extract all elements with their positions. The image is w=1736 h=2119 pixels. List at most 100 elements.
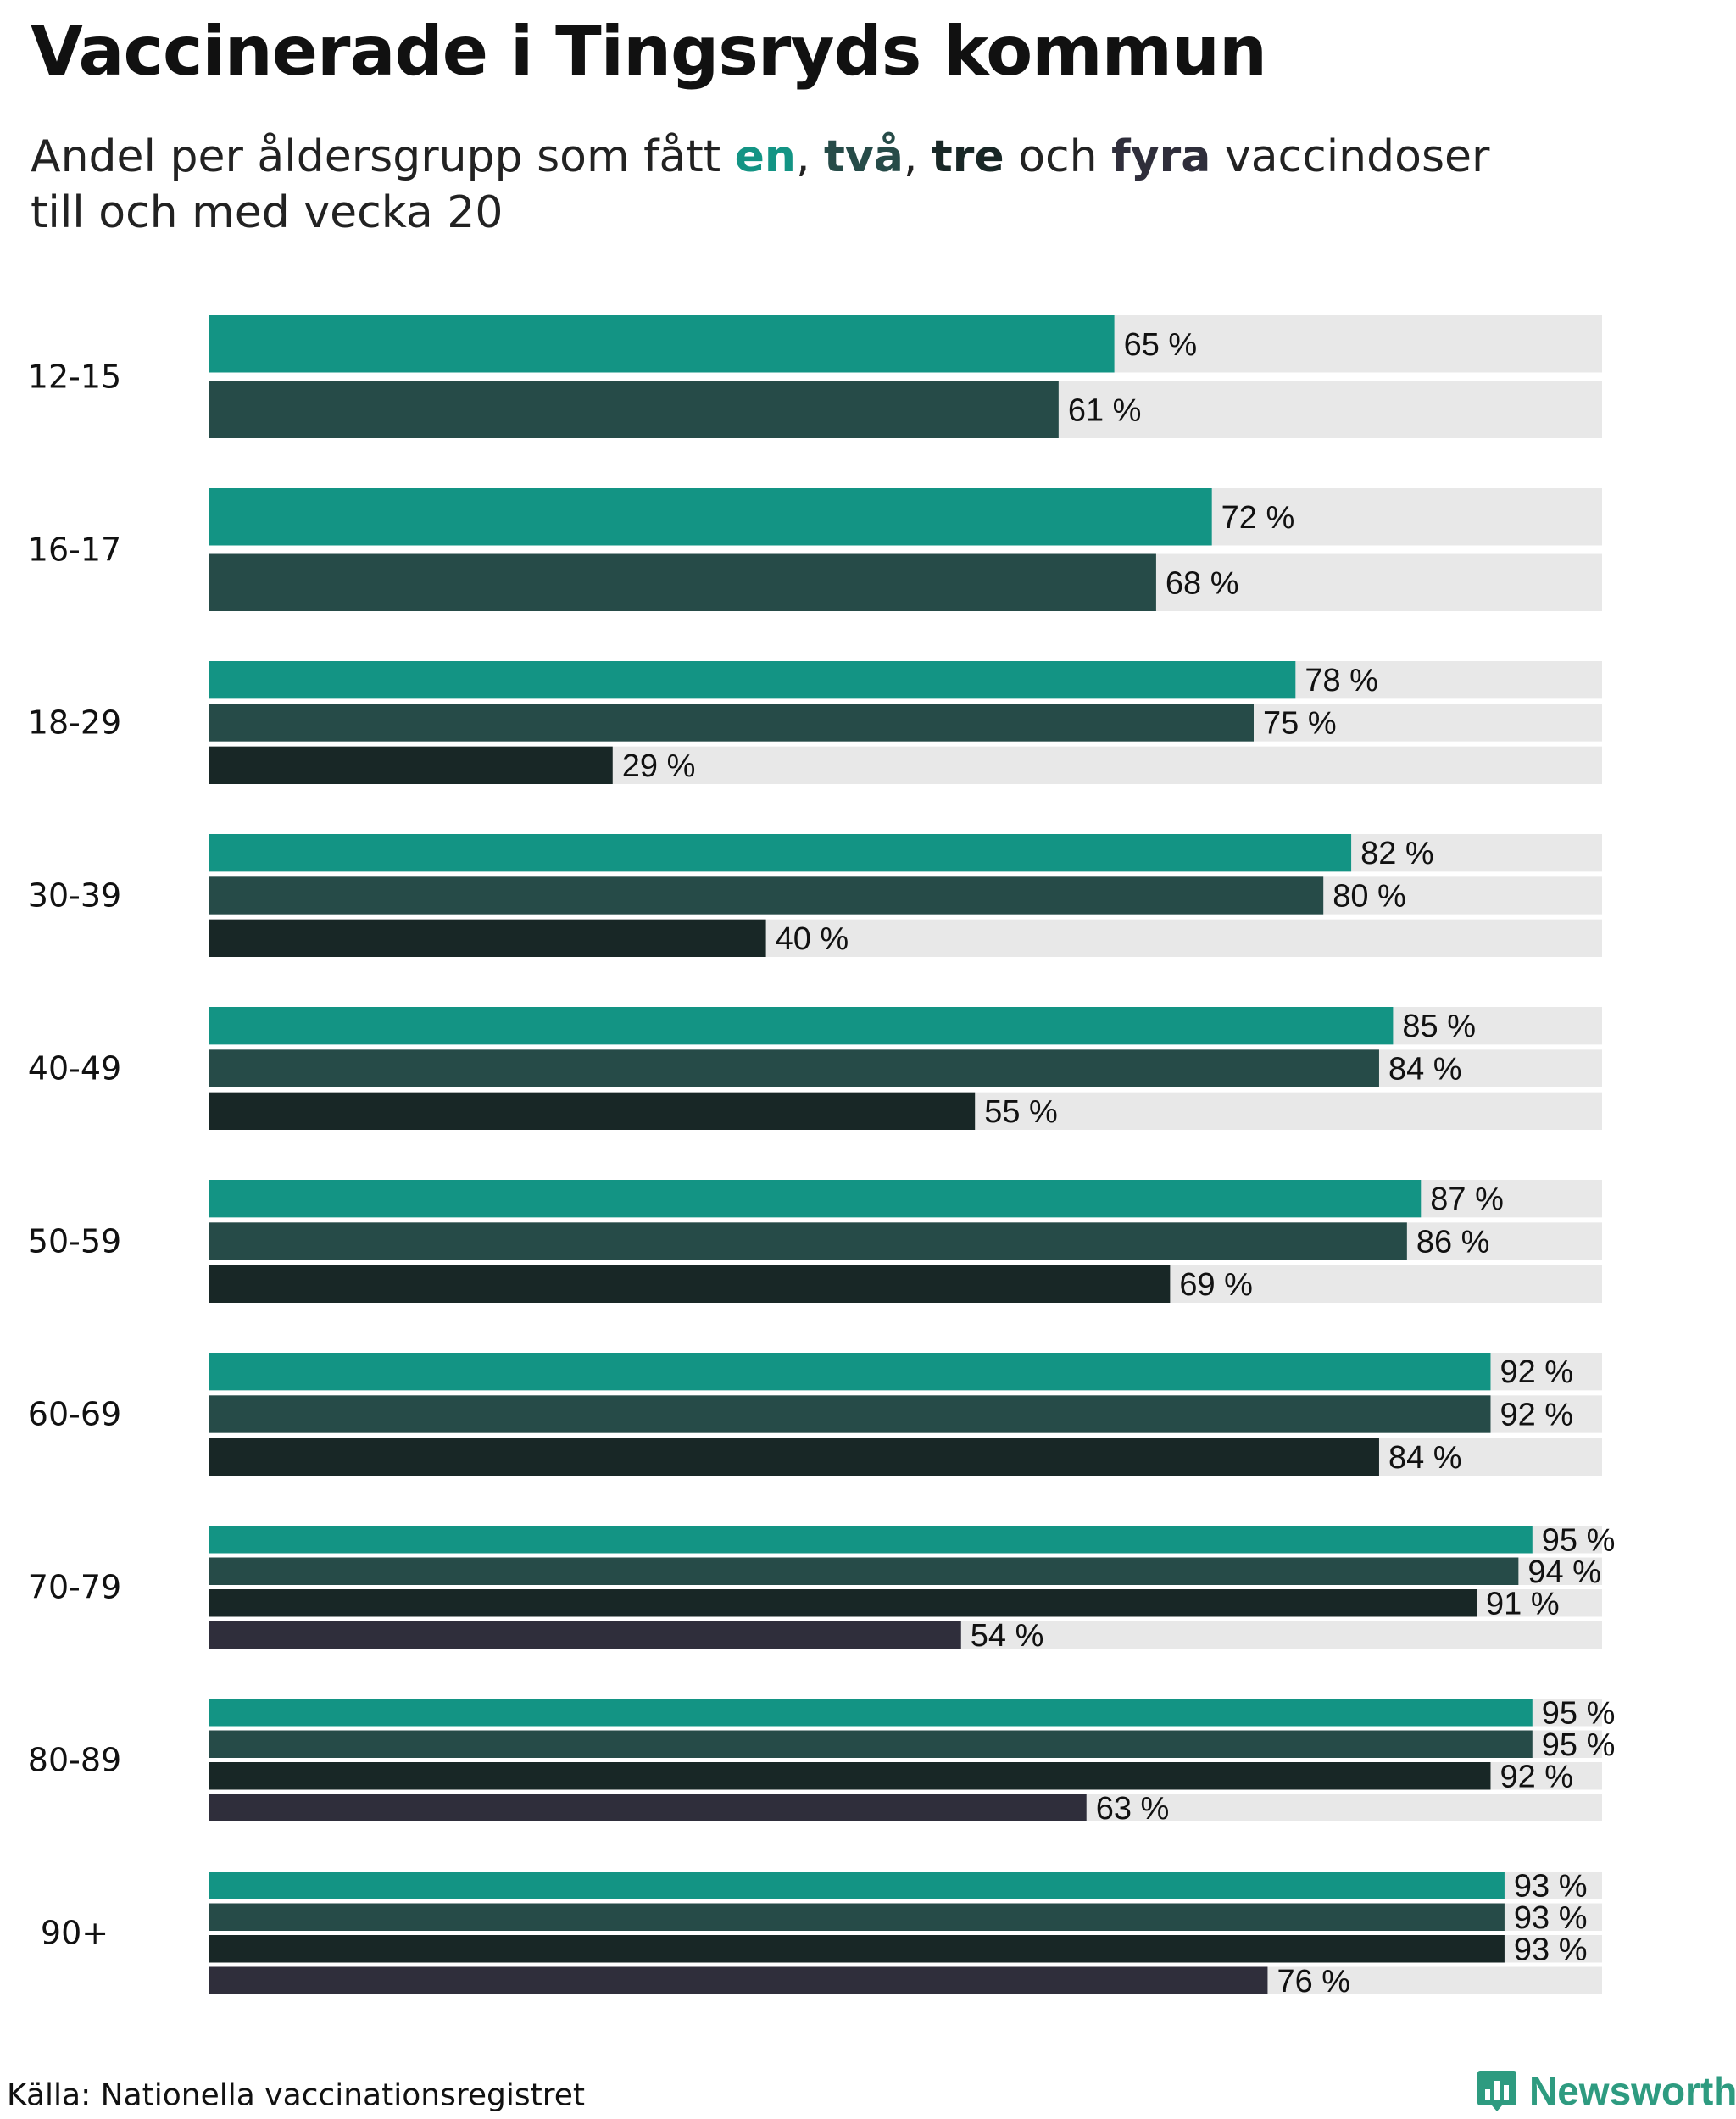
value-label: 93 % [1514, 1932, 1588, 1967]
bar-tre [209, 1092, 976, 1130]
value-label: 95 % [1542, 1522, 1616, 1558]
value-label: 92 % [1500, 1398, 1573, 1433]
category-label: 12-15 [28, 359, 121, 396]
category-label: 80-89 [28, 1742, 121, 1779]
bar-en [209, 1180, 1422, 1218]
bar-två [209, 1903, 1505, 1931]
bar-en [209, 488, 1212, 546]
bar-två [209, 1049, 1379, 1087]
bar-två [209, 876, 1324, 915]
legend-en: en [734, 131, 796, 182]
chart-title: Vaccinerade i Tingsryds kommun [31, 12, 1267, 91]
value-label: 72 % [1221, 500, 1295, 536]
value-label: 29 % [622, 748, 696, 784]
bar-två [209, 553, 1156, 611]
legend-tre: tre [931, 131, 1004, 182]
value-label: 68 % [1166, 565, 1239, 601]
bar-en [209, 315, 1115, 373]
bar-en [209, 1699, 1533, 1727]
value-label: 93 % [1514, 1900, 1588, 1936]
age-group-30-39: 30-39 82 % 80 % 40 % [28, 834, 1602, 957]
value-label: 84 % [1388, 1440, 1462, 1476]
category-label: 30-39 [28, 877, 121, 915]
category-label: 18-29 [28, 704, 121, 742]
age-group-12-15: 12-15 65 % 61 % [28, 315, 1602, 438]
age-group-18-29: 18-29 78 % 75 % 29 % [28, 661, 1602, 784]
bar-en [209, 1007, 1394, 1045]
bar-tre [209, 919, 766, 957]
subtitle-comma-1: , [795, 131, 825, 182]
subtitle-text-2: vaccindoser [1210, 131, 1490, 182]
source-note: Källa: Nationella vaccinationsregistret [7, 2077, 585, 2113]
subtitle-line-2: till och med vecka 20 [31, 187, 504, 238]
brand-name: Newsworthy [1529, 2069, 1736, 2113]
bar-två [209, 1395, 1491, 1433]
bar-två [209, 381, 1059, 438]
legend-fyra: fyra [1111, 131, 1211, 182]
age-group-50-59: 50-59 87 % 86 % 69 % [28, 1180, 1602, 1303]
bar-fyra [209, 1794, 1087, 1821]
value-label: 78 % [1305, 663, 1378, 698]
bar-fyra [209, 1621, 961, 1649]
bar-tre [209, 746, 613, 784]
value-label: 65 % [1124, 327, 1198, 363]
value-label: 82 % [1360, 836, 1434, 871]
value-label: 85 % [1402, 1009, 1476, 1044]
value-label: 80 % [1333, 879, 1406, 915]
value-label: 76 % [1277, 1964, 1350, 1999]
subtitle-comma-2: , [903, 131, 932, 182]
bar-chart: 12-15 65 % 61 % 16-17 72 % 68 % 18-29 78 % 75 % 2… [28, 315, 1616, 1999]
value-label: 92 % [1500, 1354, 1573, 1390]
bar-en [209, 661, 1296, 699]
value-label: 86 % [1416, 1225, 1490, 1260]
age-group-90+: 90+93 %93 %93 %76 % [41, 1868, 1602, 1999]
value-label: 75 % [1263, 706, 1337, 742]
bar-tre [209, 1762, 1491, 1790]
bar-två [209, 1730, 1533, 1758]
bar-en [209, 1353, 1491, 1391]
bar-två [209, 1557, 1519, 1585]
value-label: 91 % [1486, 1586, 1560, 1621]
bar-fyra [209, 1966, 1268, 1994]
value-label: 69 % [1179, 1267, 1253, 1303]
category-label: 70-79 [28, 1569, 121, 1606]
age-group-16-17: 16-17 72 % 68 % [28, 488, 1602, 611]
legend-tva: två [824, 131, 904, 182]
bar-tre [209, 1935, 1505, 1963]
value-label: 40 % [776, 921, 849, 957]
bar-två [209, 704, 1254, 742]
category-label: 40-49 [28, 1050, 121, 1087]
category-label: 90+ [41, 1915, 108, 1952]
bar-två [209, 1222, 1407, 1260]
value-label: 61 % [1068, 392, 1142, 428]
value-label: 54 % [971, 1618, 1044, 1654]
bar-tre [209, 1589, 1477, 1617]
age-group-60-69: 60-69 92 % 92 % 84 % [28, 1353, 1602, 1476]
brand-logo: Newsworthy [1477, 2068, 1736, 2114]
bar-tre [209, 1265, 1171, 1303]
subtitle-text-1: Andel per åldersgrupp som fått [31, 131, 735, 182]
subtitle-och: och [1004, 131, 1112, 182]
bar-en [209, 1526, 1533, 1554]
category-label: 16-17 [28, 531, 121, 569]
chart-subtitle: Andel per åldersgrupp som fått en, två, … [31, 129, 1489, 241]
value-label: 93 % [1514, 1868, 1588, 1904]
value-label: 55 % [984, 1094, 1058, 1130]
age-group-40-49: 40-49 85 % 84 % 55 % [28, 1007, 1602, 1130]
value-label: 94 % [1527, 1554, 1601, 1590]
subtitle-line-1: Andel per åldersgrupp som fått en, två, … [31, 129, 1489, 185]
value-label: 87 % [1430, 1182, 1504, 1217]
value-label: 95 % [1542, 1727, 1616, 1763]
newsworthy-logo-icon [1477, 2071, 1516, 2111]
value-label: 63 % [1096, 1791, 1170, 1827]
value-label: 92 % [1500, 1759, 1573, 1794]
category-label: 60-69 [28, 1396, 121, 1433]
category-label: 50-59 [28, 1223, 121, 1260]
bar-tre [209, 1438, 1379, 1476]
bar-en [209, 1872, 1505, 1899]
value-label: 84 % [1388, 1052, 1462, 1087]
bar-en [209, 834, 1352, 872]
age-group-70-79: 70-79 95 %94 %91 % 54 % [28, 1522, 1616, 1654]
value-label: 95 % [1542, 1695, 1616, 1731]
